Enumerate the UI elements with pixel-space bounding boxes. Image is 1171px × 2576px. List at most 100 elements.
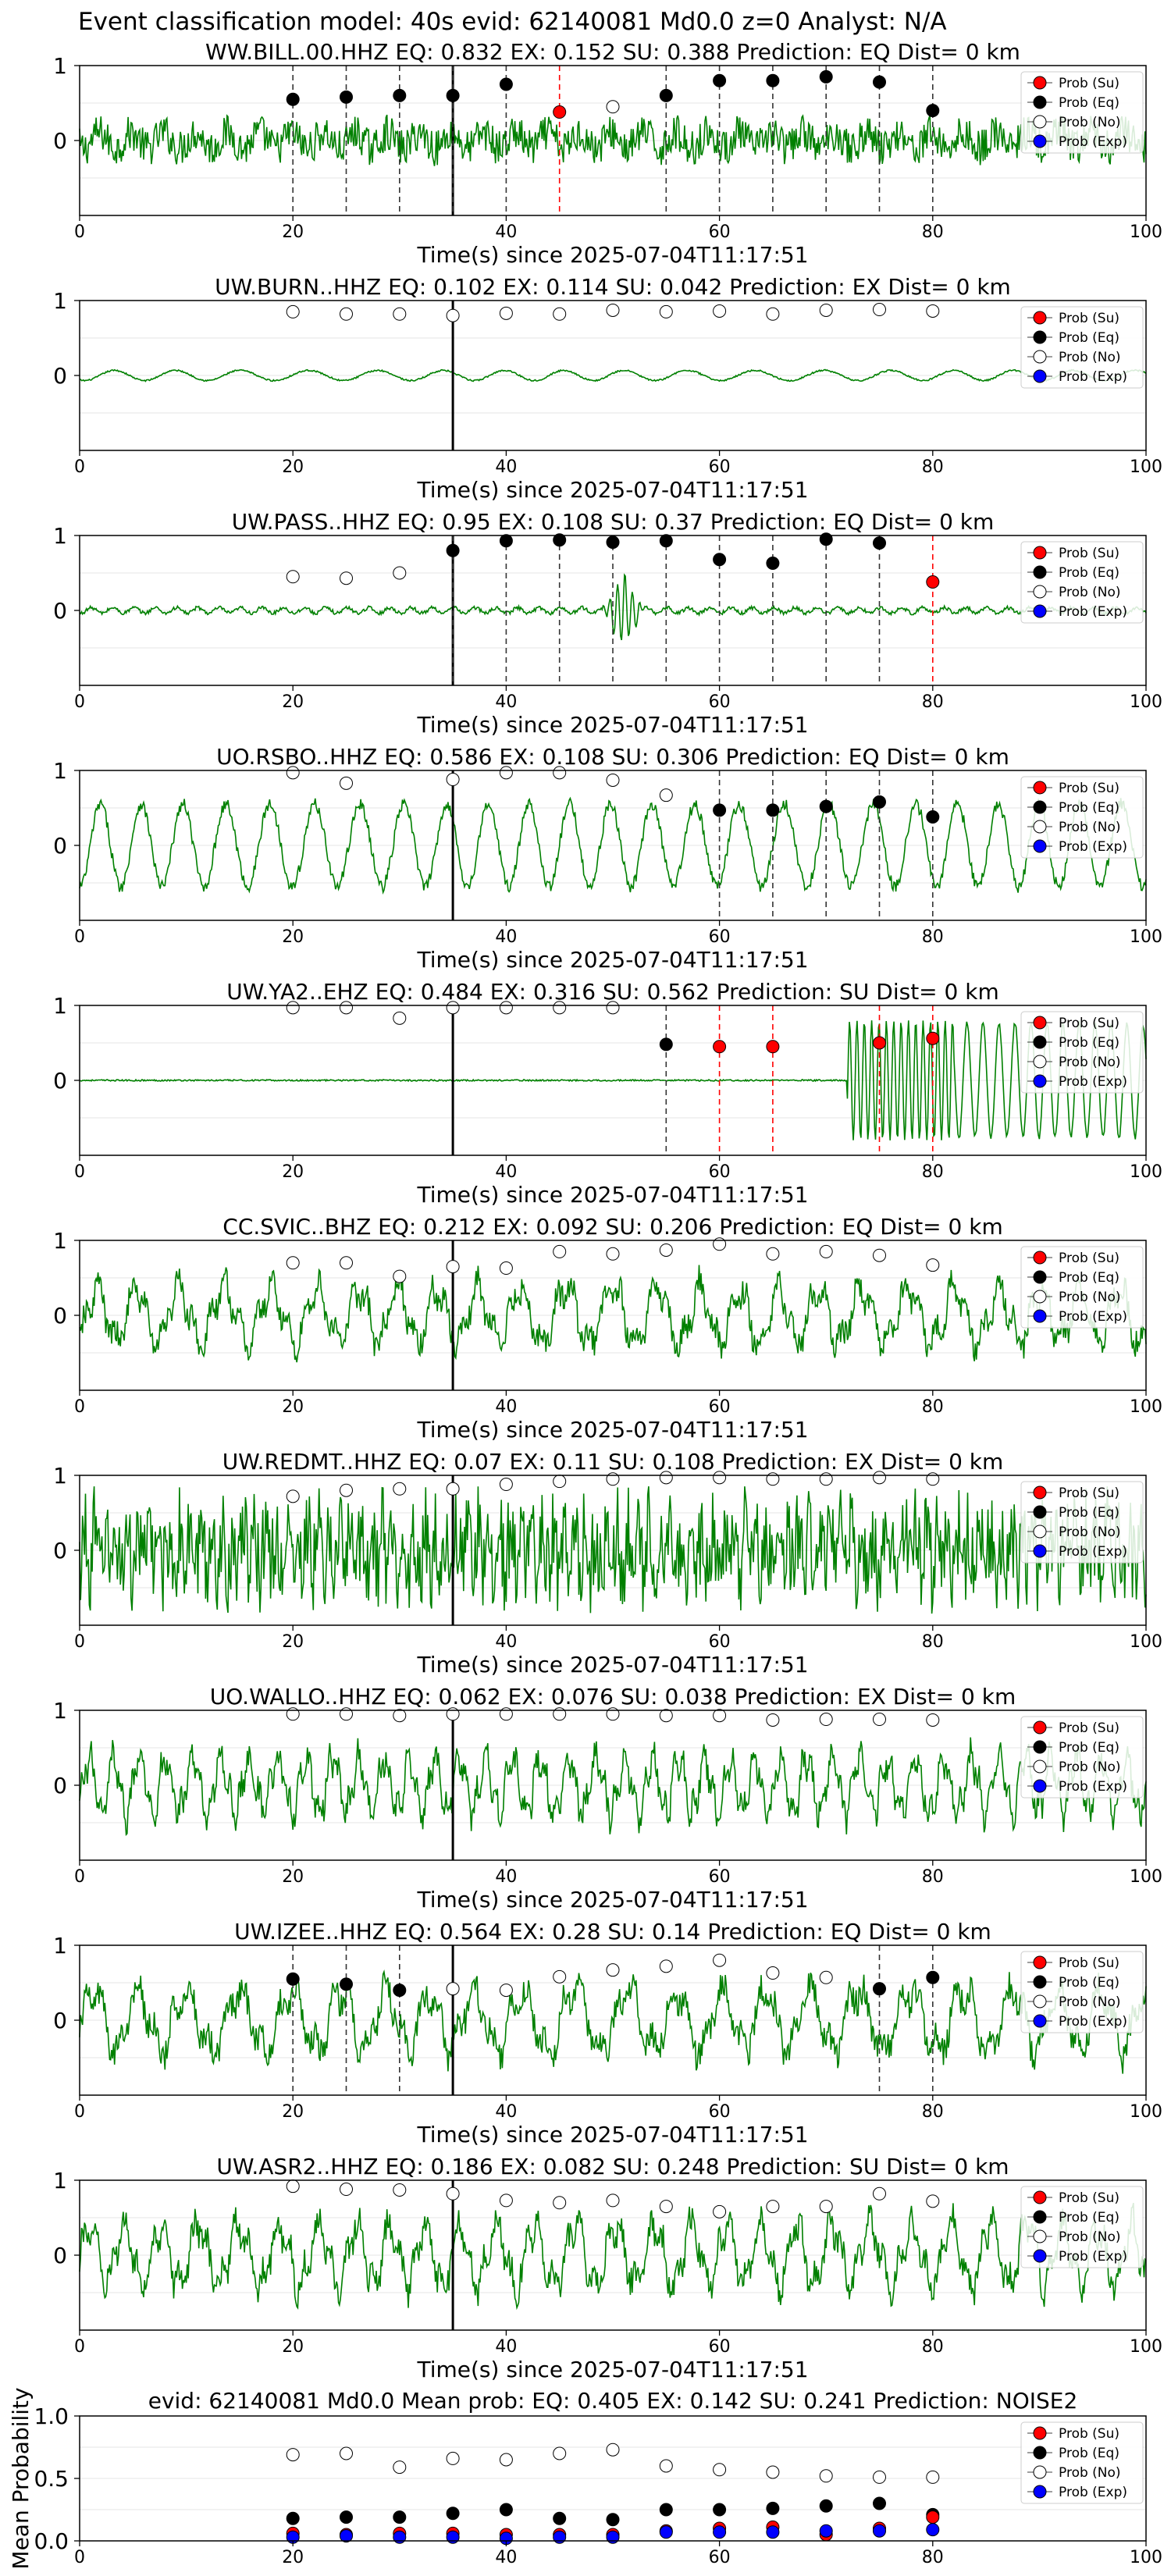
window-prob-marker-no xyxy=(340,2183,353,2197)
window-prob-marker-no xyxy=(713,2204,727,2218)
window-prob-marker-eq xyxy=(340,1977,353,1991)
window-prob-marker-eq xyxy=(926,104,940,118)
window-prob-marker-eq xyxy=(553,533,567,547)
legend-box xyxy=(1020,1716,1144,1799)
x-tick-label: 20 xyxy=(282,457,304,477)
x-tick-label: 80 xyxy=(922,1632,944,1652)
window-prob-marker-no xyxy=(499,1984,513,1998)
station-panel: WW.BILL.00.HHZ EQ: 0.832 EX: 0.152 SU: 0… xyxy=(53,39,1162,268)
mean-marker-exp xyxy=(873,2524,886,2538)
legend-label-no: Prob (No) xyxy=(1059,1759,1121,1775)
window-prob-marker-no xyxy=(340,1001,353,1015)
window-prob-marker-no xyxy=(340,1707,353,1721)
window-prob-marker-no xyxy=(446,773,460,787)
window-prob-marker-no xyxy=(766,1966,780,1980)
mean-marker-eq xyxy=(766,2501,780,2515)
mean-panel-title: evid: 62140081 Md0.0 Mean prob: EQ: 0.40… xyxy=(148,2388,1078,2414)
window-prob-marker-eq xyxy=(873,795,886,809)
window-prob-marker-no xyxy=(340,1256,353,1270)
legend-label-eq: Prob (Eq) xyxy=(1059,1505,1119,1521)
x-tick-label: 40 xyxy=(495,692,517,712)
window-prob-marker-eq xyxy=(393,1984,407,1998)
window-prob-marker-su xyxy=(926,1031,940,1045)
legend-box xyxy=(1020,306,1144,389)
legend-marker-exp xyxy=(1033,369,1047,383)
window-prob-marker-no xyxy=(606,1963,620,1977)
x-tick-label: 20 xyxy=(282,1632,304,1652)
legend-label-eq: Prob (Eq) xyxy=(1059,800,1119,816)
legend-box xyxy=(1020,2421,1144,2504)
legend-marker-exp xyxy=(1033,2485,1047,2499)
legend-box xyxy=(1020,1011,1144,1094)
legend-label-no: Prob (No) xyxy=(1059,820,1121,835)
x-tick-label: 80 xyxy=(922,692,944,712)
window-prob-marker-no xyxy=(659,1709,673,1723)
waveform-trace xyxy=(79,114,1147,166)
window-prob-marker-no xyxy=(499,2194,513,2208)
mean-marker-eq xyxy=(873,2496,886,2510)
mean-marker-no xyxy=(499,2453,513,2467)
x-tick-label: 100 xyxy=(1130,2102,1162,2122)
window-prob-marker-no xyxy=(659,2200,673,2214)
window-prob-marker-su xyxy=(873,1036,886,1050)
waveform-trace xyxy=(79,573,1147,641)
window-prob-marker-no xyxy=(553,1969,567,1984)
window-prob-marker-eq xyxy=(499,534,513,548)
x-tick-label: 20 xyxy=(282,692,304,712)
window-prob-marker-no xyxy=(606,773,620,787)
window-prob-marker-no xyxy=(606,303,620,317)
window-prob-marker-eq xyxy=(606,535,620,550)
legend-label-su: Prob (Su) xyxy=(1059,311,1119,326)
mean-marker-su xyxy=(926,2510,940,2524)
station-panel: UW.BURN..HHZ EQ: 0.102 EX: 0.114 SU: 0.0… xyxy=(53,274,1162,503)
window-prob-marker-no xyxy=(606,1472,620,1486)
window-prob-marker-eq xyxy=(766,73,780,87)
x-tick-label: 20 xyxy=(282,927,304,947)
window-prob-marker-no xyxy=(553,1244,567,1258)
x-tick-label: 20 xyxy=(282,1162,304,1182)
window-prob-marker-no xyxy=(713,1953,727,1967)
y-tick-label: 1 xyxy=(53,758,67,784)
legend-marker-exp xyxy=(1033,1309,1047,1323)
legend-marker-exp xyxy=(1033,1074,1047,1088)
waveform-trace xyxy=(80,1020,1147,1140)
mean-marker-no xyxy=(393,2460,407,2475)
window-prob-marker-no xyxy=(819,303,833,317)
x-tick-label: 40 xyxy=(495,457,517,477)
legend-marker-exp xyxy=(1033,2249,1047,2263)
legend-label-no: Prob (No) xyxy=(1059,2465,1121,2481)
figure-suptitle: Event classification model: 40s evid: 62… xyxy=(78,8,947,36)
window-prob-marker-no xyxy=(873,1471,886,1485)
legend-marker-no xyxy=(1033,1759,1047,1774)
legend-label-exp: Prob (Exp) xyxy=(1059,2014,1127,2030)
y-tick-label: 0 xyxy=(53,833,67,859)
window-prob-marker-su xyxy=(713,1040,727,1054)
y-tick-label: 0 xyxy=(53,2008,67,2033)
legend-label-eq: Prob (Eq) xyxy=(1059,565,1119,581)
window-prob-marker-no xyxy=(499,1261,513,1276)
window-prob-marker-eq xyxy=(446,88,460,102)
x-tick-label: 20 xyxy=(282,222,304,242)
x-tick-label: 60 xyxy=(709,692,731,712)
window-prob-marker-no xyxy=(606,1247,620,1261)
legend-label-no: Prob (No) xyxy=(1059,1290,1121,1305)
legend-label-eq: Prob (Eq) xyxy=(1059,1740,1119,1756)
y-tick-label: 1 xyxy=(53,1228,67,1254)
window-prob-marker-no xyxy=(446,1260,460,1274)
station-panel: UO.RSBO..HHZ EQ: 0.586 EX: 0.108 SU: 0.3… xyxy=(53,744,1162,973)
waveform-trace xyxy=(79,796,1147,895)
x-tick-label: 100 xyxy=(1130,222,1162,242)
legend-label-su: Prob (Su) xyxy=(1059,1485,1119,1501)
window-prob-marker-eq xyxy=(873,536,886,550)
legend-box xyxy=(1020,1246,1144,1329)
y-tick-label: 1 xyxy=(53,1933,67,1959)
window-prob-marker-no xyxy=(286,766,300,780)
x-tick-label: 80 xyxy=(922,2102,944,2122)
x-axis-label: Time(s) since 2025-07-04T11:17:51 xyxy=(416,1417,808,1443)
station-panel: CC.SVIC..BHZ EQ: 0.212 EX: 0.092 SU: 0.2… xyxy=(53,1214,1162,1443)
window-prob-marker-eq xyxy=(713,73,727,87)
y-tick-label: 1 xyxy=(53,1698,67,1724)
legend-label-no: Prob (No) xyxy=(1059,1994,1121,2010)
panel-title: UO.WALLO..HHZ EQ: 0.062 EX: 0.076 SU: 0.… xyxy=(210,1684,1016,1710)
window-prob-marker-no xyxy=(286,2179,300,2194)
